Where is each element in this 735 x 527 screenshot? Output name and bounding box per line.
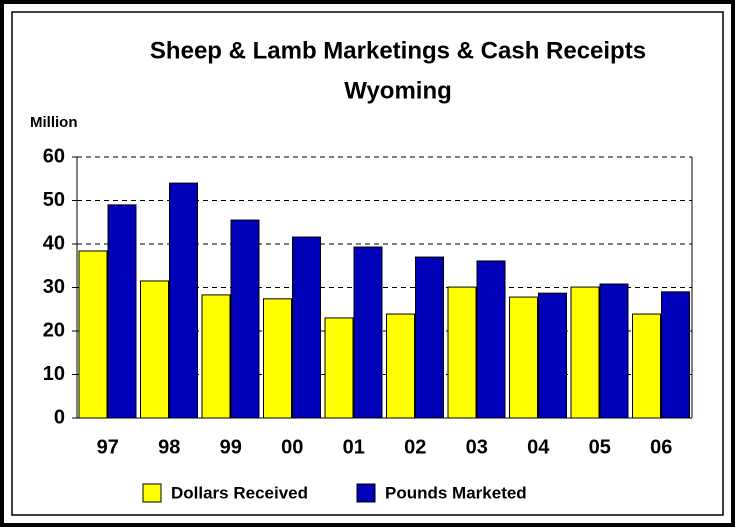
bar <box>661 291 690 419</box>
y-tick-label: 30 <box>43 276 65 298</box>
bar <box>538 292 567 419</box>
y-tick-label: 40 <box>43 232 65 254</box>
legend-label: Pounds Marketed <box>385 483 527 502</box>
legend-label: Dollars Received <box>171 483 308 502</box>
chart-subtitle: Wyoming <box>344 77 452 104</box>
x-tick-label: 97 <box>97 436 119 458</box>
x-tick-label: 06 <box>650 436 672 458</box>
bar <box>324 317 354 419</box>
legend-swatch <box>356 483 376 503</box>
x-tick-label: 01 <box>343 436 365 458</box>
bar <box>599 283 629 419</box>
bar <box>263 298 292 419</box>
bar <box>107 204 137 419</box>
x-tick-label: 05 <box>589 436 611 458</box>
bar <box>353 246 383 419</box>
y-tick-label: 60 <box>43 145 65 167</box>
y-tick-label: 20 <box>43 319 65 341</box>
inner-frame <box>11 11 724 516</box>
bar <box>201 294 231 419</box>
bar <box>169 182 198 419</box>
bar <box>230 219 260 419</box>
chart-title: Sheep & Lamb Marketings & Cash Receipts <box>150 37 646 64</box>
bar <box>415 256 444 419</box>
x-tick-label: 98 <box>158 436 180 458</box>
bar <box>476 260 506 419</box>
y-tick-label: 0 <box>54 406 65 428</box>
bar <box>509 296 538 419</box>
bar <box>78 250 108 419</box>
y-tick-label: 50 <box>43 189 65 211</box>
bar <box>570 286 600 419</box>
x-tick-label: 00 <box>281 436 303 458</box>
y-tick-label: 10 <box>43 363 65 385</box>
bar <box>632 313 661 419</box>
x-tick-label: 99 <box>220 436 242 458</box>
x-tick-label: 03 <box>466 436 488 458</box>
bar <box>447 286 477 419</box>
x-tick-label: 04 <box>527 436 550 458</box>
bar <box>386 313 415 419</box>
legend-swatch <box>142 483 162 503</box>
y-axis-label: Million <box>30 114 78 131</box>
x-tick-label: 02 <box>404 436 426 458</box>
bar <box>140 280 169 419</box>
bar <box>292 236 321 419</box>
